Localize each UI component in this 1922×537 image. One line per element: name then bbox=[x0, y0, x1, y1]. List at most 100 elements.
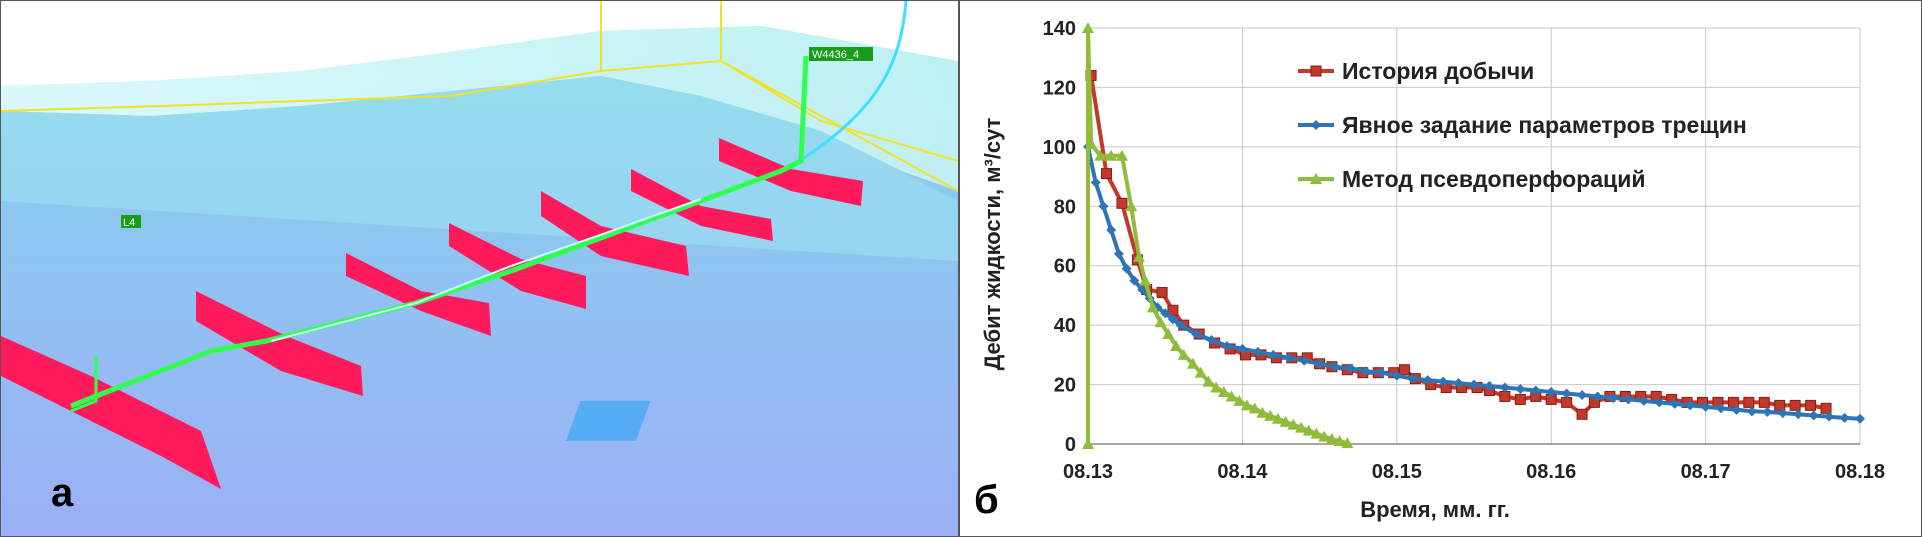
y-axis-label: Дебит жидкости, м³/сут bbox=[980, 117, 1005, 370]
series-line bbox=[1086, 26, 1348, 446]
data-point-diamond bbox=[1453, 378, 1464, 389]
data-point-triangle bbox=[1302, 424, 1315, 436]
legend: История добычи Явное задание параметров т… bbox=[1298, 58, 1747, 192]
data-point-diamond bbox=[1577, 389, 1588, 400]
data-point-square bbox=[1399, 364, 1411, 376]
data-point-square bbox=[1820, 402, 1832, 414]
legend-label: Явное задание параметров трещин bbox=[1342, 112, 1747, 138]
x-tick-label: 08.16 bbox=[1526, 461, 1576, 483]
data-point-triangle bbox=[1225, 390, 1238, 402]
data-point-diamond bbox=[1311, 120, 1321, 130]
blue-patch bbox=[565, 401, 651, 441]
data-point-diamond bbox=[1685, 400, 1696, 411]
panel-a-3d-model: W4436_4 L4 а bbox=[0, 0, 959, 537]
data-point-triangle bbox=[1310, 427, 1323, 439]
legend-label: История добычи bbox=[1342, 58, 1534, 84]
x-tick-label: 08.13 bbox=[1063, 461, 1113, 483]
data-point-triangle bbox=[1241, 399, 1254, 411]
data-point-diamond bbox=[1191, 329, 1202, 340]
data-point-triangle bbox=[1271, 412, 1284, 424]
data-point-triangle bbox=[1217, 386, 1230, 397]
data-point-diamond bbox=[1546, 387, 1557, 397]
fracture-1 bbox=[1, 336, 221, 489]
reservoir-3d-view: W4436_4 L4 а bbox=[1, 1, 958, 536]
data-point-square bbox=[1116, 197, 1128, 209]
data-point-square bbox=[1499, 390, 1511, 402]
data-point-diamond bbox=[1376, 367, 1387, 378]
data-point-diamond bbox=[1607, 392, 1618, 403]
well-label-box bbox=[809, 47, 873, 61]
data-point-diamond bbox=[1314, 358, 1325, 369]
data-point-diamond bbox=[1090, 177, 1101, 188]
top-surface bbox=[1, 26, 958, 191]
data-point-triangle bbox=[1210, 381, 1223, 393]
legend-item: Метод псевдоперфораций bbox=[1298, 166, 1645, 192]
legend-label: Метод псевдоперфораций bbox=[1342, 166, 1645, 192]
data-point-triangle bbox=[1333, 435, 1346, 447]
data-point-triangle bbox=[1264, 409, 1277, 421]
data-point-triangle bbox=[1310, 173, 1322, 184]
data-point-square bbox=[1758, 396, 1770, 408]
data-point-square bbox=[1310, 65, 1322, 77]
series-group bbox=[1082, 22, 1865, 449]
well-label: W4436_4 bbox=[812, 49, 859, 61]
series-2 bbox=[1083, 141, 1865, 424]
data-point-triangle bbox=[1318, 430, 1331, 442]
y-tick-label: 0 bbox=[1065, 434, 1076, 456]
data-point-square bbox=[1774, 399, 1786, 411]
data-point-diamond bbox=[1252, 346, 1263, 357]
data-point-triangle bbox=[1139, 274, 1152, 286]
data-point-triangle bbox=[1162, 328, 1175, 340]
data-point-diamond bbox=[1855, 413, 1865, 424]
x-tick-label: 08.14 bbox=[1217, 461, 1268, 483]
y-tick-label: 40 bbox=[1054, 315, 1076, 337]
data-point-diamond bbox=[1407, 373, 1418, 384]
data-point-triangle bbox=[1341, 437, 1354, 449]
x-tick-label: 08.17 bbox=[1681, 461, 1731, 483]
data-point-diamond bbox=[1422, 375, 1433, 386]
data-point-square bbox=[1156, 286, 1168, 298]
data-point-diamond bbox=[1175, 320, 1186, 331]
data-point-diamond bbox=[1330, 361, 1341, 372]
data-point-square bbox=[1727, 396, 1739, 408]
legend-item: Явное задание параметров трещин bbox=[1298, 112, 1747, 138]
data-point-triangle bbox=[1202, 375, 1215, 387]
data-point-square bbox=[1514, 393, 1526, 405]
data-point-diamond bbox=[1283, 352, 1294, 363]
data-point-diamond bbox=[1438, 376, 1449, 387]
data-point-diamond bbox=[1221, 340, 1232, 351]
data-point-triangle bbox=[1170, 339, 1183, 351]
data-point-triangle bbox=[1154, 316, 1167, 328]
cyan-well-trajectory bbox=[790, 1, 908, 168]
data-point-diamond bbox=[1469, 379, 1479, 390]
data-point-diamond bbox=[1592, 391, 1603, 402]
data-point-diamond bbox=[1167, 314, 1178, 325]
y-tick-label: 80 bbox=[1054, 196, 1076, 218]
data-point-triangle bbox=[1105, 149, 1118, 161]
data-point-square bbox=[1561, 396, 1573, 408]
data-point-diamond bbox=[1530, 385, 1541, 396]
x-tick-label: 08.18 bbox=[1835, 461, 1885, 483]
data-point-triangle bbox=[1082, 22, 1094, 33]
data-point-triangle bbox=[1132, 250, 1145, 262]
data-point-triangle bbox=[1233, 394, 1246, 406]
legend-item: История добычи bbox=[1298, 58, 1534, 84]
fracture-6 bbox=[631, 169, 773, 241]
data-point-diamond bbox=[1098, 201, 1109, 212]
data-point-diamond bbox=[1561, 388, 1572, 399]
y-tick-label: 60 bbox=[1054, 256, 1076, 278]
data-point-diamond bbox=[1106, 225, 1117, 236]
y-tick-label: 140 bbox=[1043, 18, 1076, 40]
data-point-triangle bbox=[1325, 432, 1338, 444]
data-point-diamond bbox=[1808, 410, 1819, 421]
data-point-diamond bbox=[1484, 381, 1495, 392]
data-point-diamond bbox=[1160, 308, 1171, 319]
yellow-grid-lines bbox=[1, 1, 958, 192]
data-point-diamond bbox=[1237, 343, 1248, 354]
lateral-label-tag: L4 bbox=[121, 215, 141, 229]
data-point-diamond bbox=[1121, 263, 1132, 274]
data-point-diamond bbox=[1777, 408, 1788, 419]
data-point-triangle bbox=[1194, 366, 1207, 378]
data-point-triangle bbox=[1295, 421, 1308, 433]
lateral-label-box bbox=[121, 215, 141, 228]
